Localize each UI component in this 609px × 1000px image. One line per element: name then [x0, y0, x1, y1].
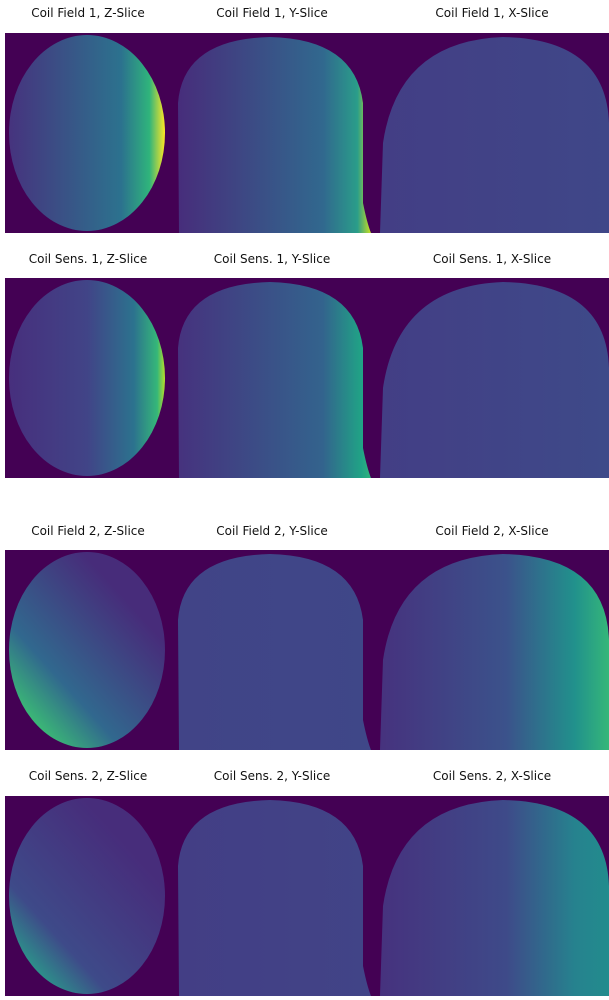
slice-shape	[9, 280, 165, 476]
image-panel	[178, 800, 371, 996]
image-panel	[9, 798, 165, 994]
slice-shape	[178, 554, 371, 750]
panel-title: Coil Field 2, X-Slice	[435, 524, 548, 538]
panel-title: Coil Sens. 2, X-Slice	[433, 769, 551, 783]
image-panel	[9, 35, 165, 231]
image-panel	[178, 554, 371, 750]
image-panel	[178, 282, 371, 478]
slice-shape	[9, 798, 165, 994]
image-panel	[9, 280, 165, 476]
panel-title: Coil Field 1, X-Slice	[435, 6, 548, 20]
image-panel	[9, 552, 165, 748]
panel-title: Coil Sens. 2, Z-Slice	[29, 769, 148, 783]
image-panel	[178, 37, 371, 233]
figure: Coil Field 1, Z-Slice Coil Field 1, Y-Sli…	[0, 0, 609, 996]
panel-title: Coil Field 2, Y-Slice	[216, 524, 327, 538]
panel-title: Coil Sens. 1, X-Slice	[433, 252, 551, 266]
slice-shape	[9, 552, 165, 748]
slice-shape	[178, 800, 371, 996]
slice-shape	[178, 37, 371, 233]
panel-title: Coil Field 1, Z-Slice	[31, 6, 145, 20]
slice-shape	[178, 282, 371, 478]
slice-shape	[9, 35, 165, 231]
panel-title: Coil Field 1, Y-Slice	[216, 6, 327, 20]
panel-title: Coil Sens. 1, Z-Slice	[29, 252, 148, 266]
panel-title: Coil Sens. 1, Y-Slice	[214, 252, 330, 266]
figure-canvas: Coil Field 1, Z-Slice Coil Field 1, Y-Sli…	[0, 0, 609, 996]
panel-title: Coil Field 2, Z-Slice	[31, 524, 145, 538]
panel-title: Coil Sens. 2, Y-Slice	[214, 769, 330, 783]
